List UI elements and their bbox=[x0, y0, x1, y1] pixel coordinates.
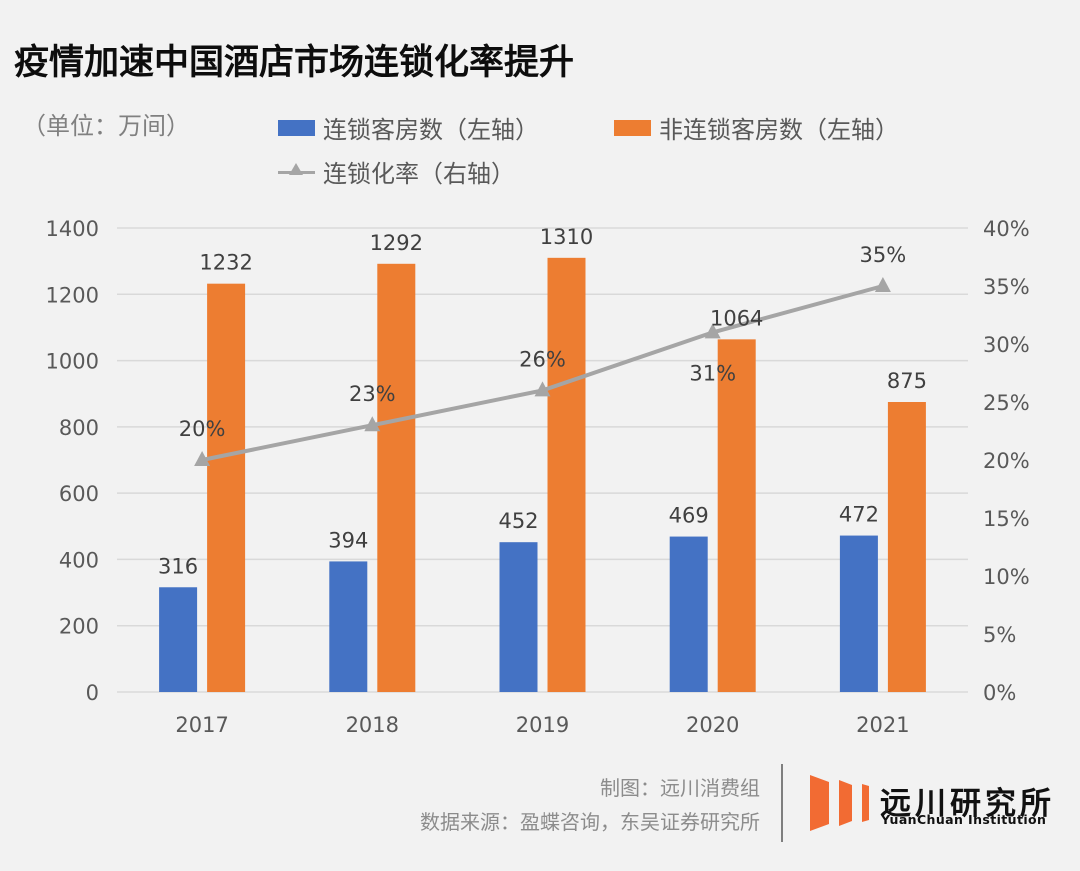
rate-marker-triangle bbox=[194, 451, 211, 466]
right-axis-tick-label: 20% bbox=[983, 449, 1030, 473]
left-axis-tick-label: 200 bbox=[59, 615, 99, 639]
left-axis-tick-label: 1200 bbox=[46, 283, 99, 307]
bar-non-chain-rooms bbox=[547, 257, 586, 692]
right-axis-ticks: 0% 5% 10% 15% 20% 25% 30% 35% 40% bbox=[983, 217, 1030, 705]
left-axis-tick-label: 800 bbox=[59, 416, 99, 440]
right-axis-tick-label: 0% bbox=[983, 681, 1016, 705]
bar-data-label: 452 bbox=[498, 509, 538, 533]
left-axis-tick-label: 0 bbox=[86, 681, 99, 705]
x-axis-tick-label: 2020 bbox=[686, 713, 739, 737]
bar-chain-rooms bbox=[839, 535, 878, 692]
legend-label: 连锁化率（右轴） bbox=[323, 160, 515, 188]
left-axis-tick-label: 400 bbox=[59, 548, 99, 572]
logo-bars-icon bbox=[810, 775, 869, 831]
bar-data-label: 472 bbox=[839, 503, 879, 527]
rate-data-label: 31% bbox=[689, 361, 736, 385]
right-axis-tick-label: 35% bbox=[983, 275, 1030, 299]
bar-data-label: 1232 bbox=[199, 251, 252, 275]
bar-chain-rooms bbox=[499, 542, 538, 692]
rate-data-label: 26% bbox=[519, 347, 566, 371]
legend-label: 非连锁客房数（左轴） bbox=[659, 116, 899, 144]
right-axis-tick-label: 15% bbox=[983, 507, 1030, 531]
bar-chain-rooms bbox=[329, 561, 368, 692]
bar-data-label: 316 bbox=[158, 554, 198, 578]
rate-marker-triangle bbox=[364, 416, 381, 432]
chart-title: 疫情加速中国酒店市场连锁化率提升 bbox=[14, 43, 575, 83]
bar-non-chain-rooms bbox=[377, 263, 416, 692]
rate-data-label: 20% bbox=[179, 417, 226, 441]
x-axis-tick-label: 2018 bbox=[346, 713, 399, 737]
bar-data-label: 469 bbox=[669, 504, 709, 528]
bars bbox=[159, 257, 926, 692]
right-axis-tick-label: 40% bbox=[983, 217, 1030, 241]
legend-label: 连锁客房数（左轴） bbox=[323, 116, 539, 144]
legend-swatch-orange bbox=[614, 119, 651, 136]
bar-data-label: 1064 bbox=[710, 306, 763, 330]
bar-data-label: 1292 bbox=[370, 231, 423, 255]
legend-item-chain-rooms: 连锁客房数（左轴） bbox=[278, 110, 539, 145]
chart-credit: 制图：远川消费组 bbox=[600, 776, 760, 800]
rate-marker-triangle bbox=[534, 381, 551, 397]
unit-label: （单位：万间） bbox=[22, 112, 190, 140]
right-axis-tick-label: 30% bbox=[983, 333, 1030, 357]
rate-data-label: 35% bbox=[860, 243, 907, 267]
left-axis-tick-label: 600 bbox=[59, 482, 99, 506]
right-axis-tick-label: 25% bbox=[983, 391, 1030, 415]
bar-non-chain-rooms bbox=[207, 283, 246, 692]
bar-non-chain-rooms bbox=[887, 402, 926, 692]
x-axis-ticks: 2017 2018 2019 2020 2021 bbox=[175, 713, 909, 737]
logo-name-en: YuanChuan Institution bbox=[881, 812, 1047, 827]
x-axis-tick-label: 2019 bbox=[516, 713, 569, 737]
bar-data-label: 875 bbox=[887, 369, 927, 393]
right-axis-tick-label: 10% bbox=[983, 565, 1030, 589]
rate-line-path bbox=[201, 284, 884, 462]
logo-name-cn: 远川研究所 bbox=[880, 786, 1055, 822]
bar-data-label: 394 bbox=[328, 528, 368, 552]
left-axis-tick-label: 1000 bbox=[46, 350, 99, 374]
x-axis-tick-label: 2021 bbox=[856, 713, 909, 737]
legend-line-triangle-icon bbox=[278, 162, 315, 182]
data-source: 数据来源：盈蝶咨询，东吴证券研究所 bbox=[420, 810, 760, 834]
rate-marker-triangle bbox=[704, 323, 721, 339]
x-axis-tick-label: 2017 bbox=[175, 713, 228, 737]
right-axis-tick-label: 5% bbox=[983, 623, 1016, 647]
bar-non-chain-rooms bbox=[717, 339, 756, 692]
legend-swatch-blue bbox=[278, 119, 315, 136]
gridlines bbox=[117, 227, 968, 693]
left-axis-tick-label: 1400 bbox=[46, 217, 99, 241]
footer-divider bbox=[781, 764, 783, 842]
bar-chain-rooms bbox=[669, 536, 708, 692]
rate-line bbox=[194, 277, 891, 466]
rate-data-label: 23% bbox=[349, 382, 396, 406]
bar-data-label: 1310 bbox=[540, 225, 593, 249]
legend-item-chain-rate: 连锁化率（右轴） bbox=[278, 154, 515, 189]
left-axis-ticks: 0 200 400 600 800 1000 1200 1400 bbox=[46, 217, 99, 705]
rate-marker-triangle bbox=[874, 277, 891, 292]
data-labels: 316 394 452 469 472 1232 1292 1310 1064 875 20% 23%… bbox=[158, 225, 927, 578]
legend-item-non-chain-rooms: 非连锁客房数（左轴） bbox=[614, 110, 899, 145]
bar-chain-rooms bbox=[159, 587, 198, 692]
